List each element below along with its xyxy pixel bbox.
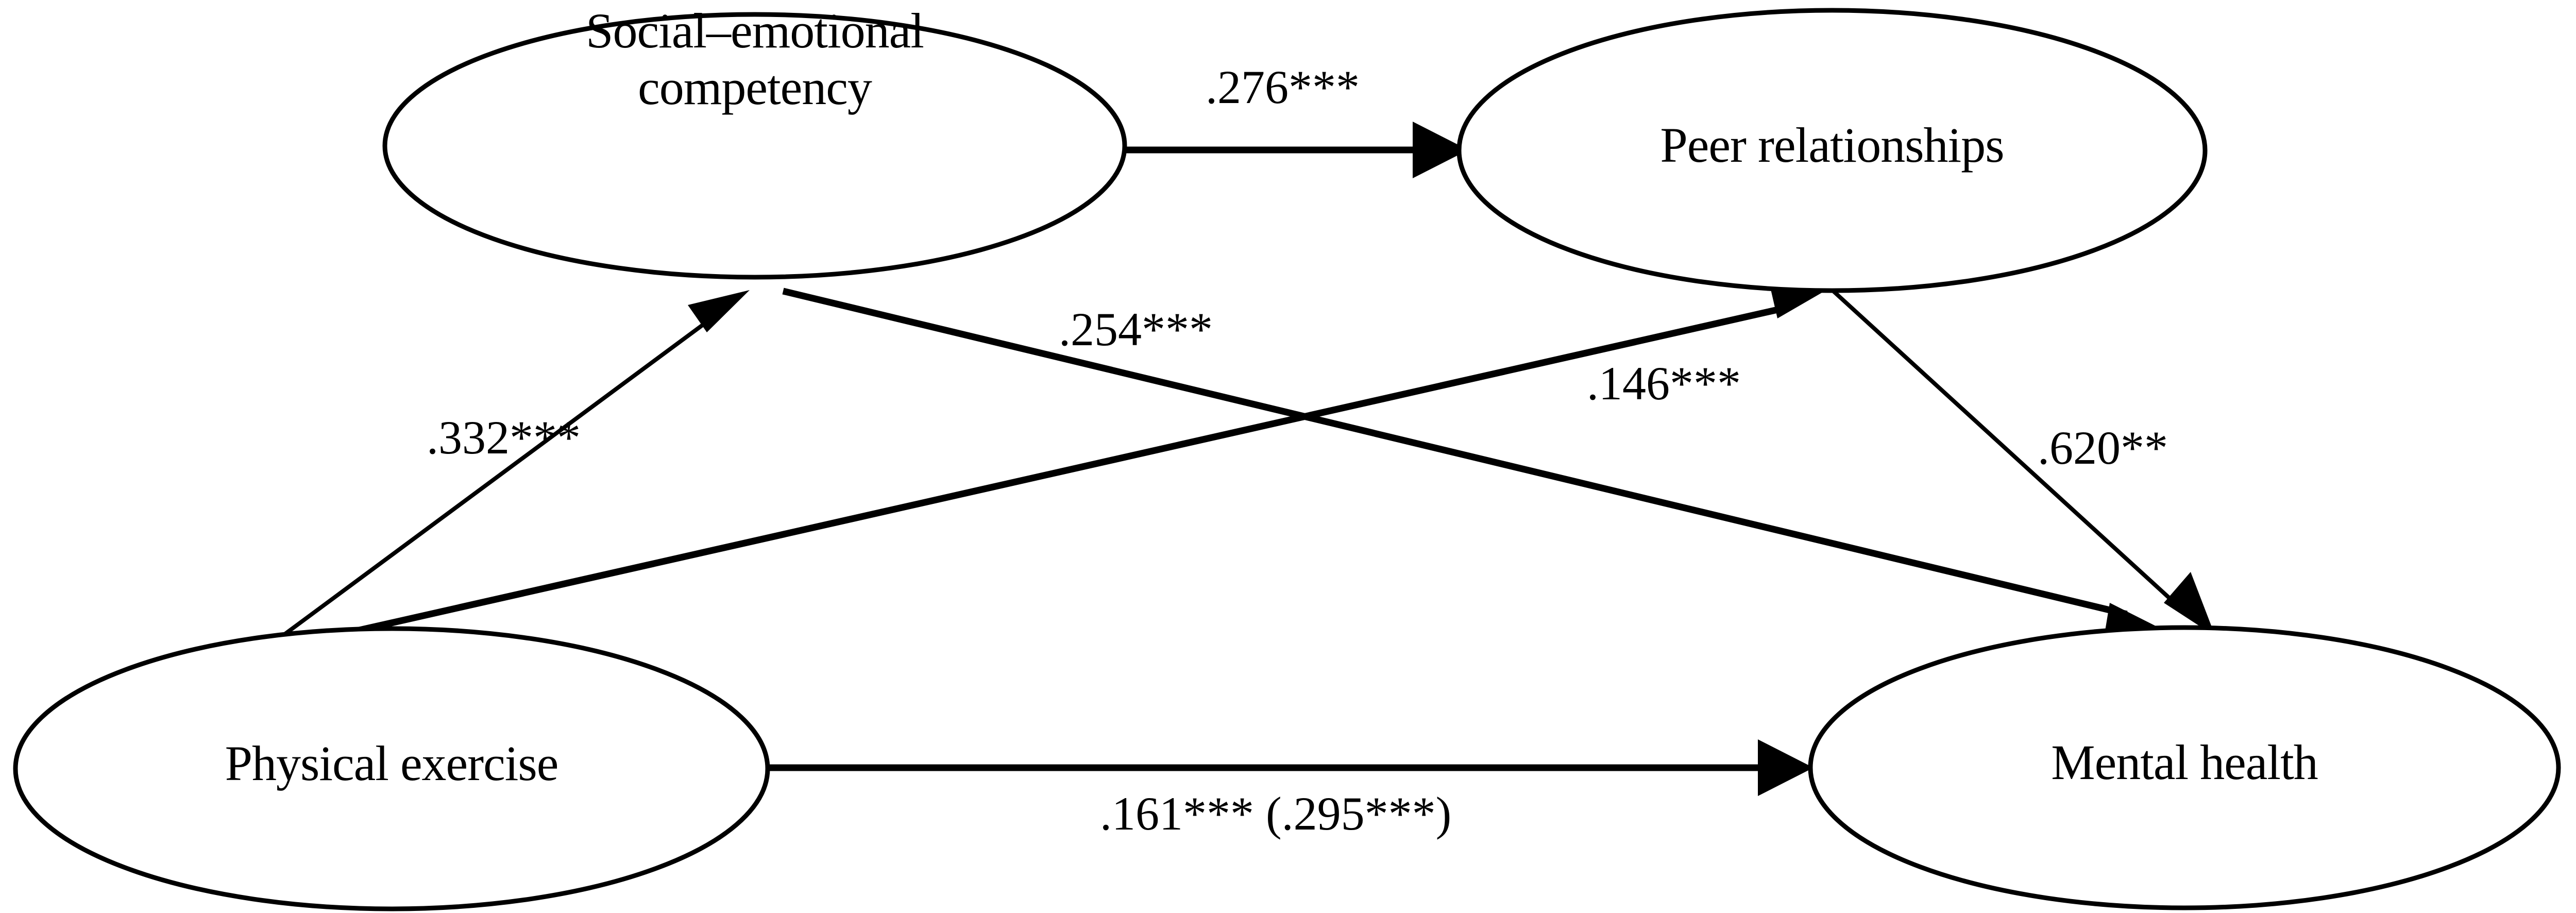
path-sec-to-mentalhealth-line [782, 288, 2128, 618]
path-sec-to-mentalhealth[interactable] [782, 288, 2169, 643]
coefficient-label-exercise-to-sec: .332*** [427, 411, 581, 464]
path-peer-to-mentalhealth[interactable] [1829, 287, 2215, 636]
path-peer-to-mentalhealth-arrowhead [2164, 572, 2215, 636]
coefficient-label-sec-to-peer: .276*** [1206, 61, 1360, 113]
node-mental-health-label: Mental health [2051, 735, 2317, 790]
node-social-emotional-competency-label-line1: Social–emotional [586, 3, 924, 58]
node-physical-exercise[interactable]: Physical exercise [13, 626, 770, 911]
node-physical-exercise-ellipse [13, 626, 770, 911]
node-mental-health-ellipse [1808, 625, 2561, 910]
path-exercise-to-mentalhealth[interactable] [762, 739, 1814, 796]
node-social-emotional-competency[interactable]: Social–emotional competency [382, 3, 1127, 280]
node-social-emotional-competency-ellipse [382, 12, 1127, 280]
path-sec-to-peer-arrowhead [1413, 122, 1468, 178]
path-exercise-to-sec-line [266, 308, 725, 649]
path-exercise-to-sec[interactable] [266, 290, 750, 649]
path-sec-to-peer[interactable] [1110, 122, 1468, 178]
path-exercise-to-mentalhealth-arrowhead [1758, 739, 1814, 796]
coefficient-label-peer-to-mentalhealth: .620** [2038, 421, 2168, 474]
coefficient-label-exercise-to-mentalhealth: .161*** (.295***) [1100, 787, 1451, 840]
node-physical-exercise-label: Physical exercise [225, 736, 558, 791]
path-exercise-to-peer-line [308, 306, 1781, 645]
path-peer-to-mentalhealth-line [1829, 287, 2189, 616]
node-peer-relationships[interactable]: Peer relationships [1456, 8, 2208, 293]
coefficient-label-exercise-to-peer: .146*** [1587, 357, 1741, 410]
path-exercise-to-sec-arrowhead [688, 290, 750, 332]
node-social-emotional-competency-label-line2: competency [638, 60, 872, 115]
node-peer-relationships-label: Peer relationships [1660, 117, 2004, 173]
node-mental-health[interactable]: Mental health [1808, 625, 2561, 910]
coefficient-label-sec-to-mentalhealth: .254*** [1059, 303, 1213, 356]
node-peer-relationships-ellipse [1456, 8, 2208, 293]
